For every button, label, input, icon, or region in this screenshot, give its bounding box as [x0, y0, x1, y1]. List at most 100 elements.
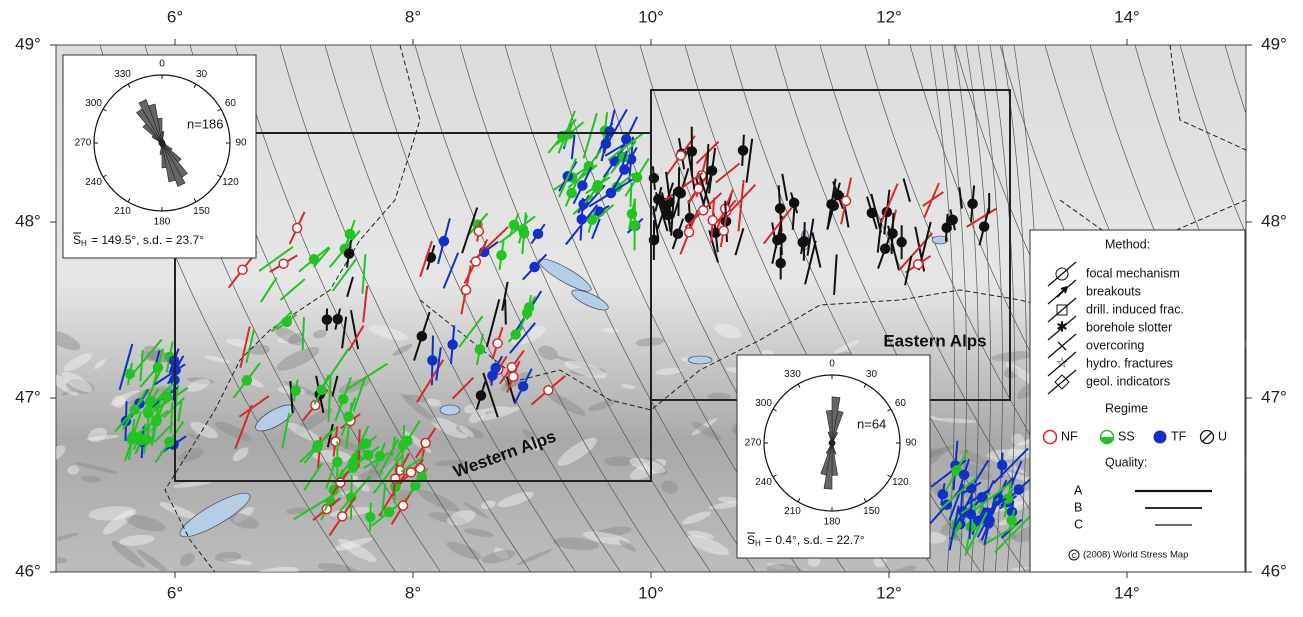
stress-symbol — [127, 435, 136, 444]
stress-symbol — [719, 226, 728, 235]
stress-symbol — [291, 386, 300, 395]
stress-symbol — [407, 468, 416, 477]
stress-symbol — [153, 363, 162, 372]
rose-direction: 270 — [745, 438, 762, 449]
stress-symbol — [462, 285, 471, 294]
rose-direction: 0 — [159, 59, 165, 70]
stress-symbol — [842, 196, 851, 205]
stress-symbol — [1007, 507, 1016, 516]
legend-item: borehole slotter — [1086, 320, 1172, 334]
stress-symbol — [345, 249, 354, 258]
stress-map: Eastern Alps Western Alps 03060901201501… — [0, 0, 1303, 612]
stress-symbol — [699, 206, 708, 215]
lon-label: 6° — [167, 7, 183, 26]
legend-item: SS — [1118, 429, 1135, 443]
stress-symbol — [567, 189, 576, 198]
stress-symbol — [142, 435, 151, 444]
regime-symbol — [1154, 431, 1167, 444]
lat-label: 46° — [15, 561, 41, 580]
stress-symbol — [673, 229, 682, 238]
stress-symbol — [385, 508, 394, 517]
legend-item: B — [1074, 500, 1082, 514]
rose-count: n=186 — [187, 116, 224, 131]
stress-symbol — [627, 209, 636, 218]
legend-item: breakouts — [1086, 284, 1141, 298]
stress-symbol — [162, 392, 171, 401]
legend-item: U — [1218, 429, 1227, 443]
rose-direction: 90 — [905, 438, 917, 449]
stress-symbol — [777, 234, 786, 243]
stress-indicator — [303, 317, 304, 350]
rose-direction: 300 — [85, 98, 102, 109]
rose-direction: 330 — [784, 369, 801, 380]
stress-symbol — [968, 199, 977, 208]
stress-symbol — [344, 412, 353, 421]
legend-item: NF — [1061, 429, 1078, 443]
rose-direction: 240 — [85, 177, 102, 188]
stress-indicator — [505, 299, 506, 324]
method-symbol: ☆ — [1056, 355, 1069, 371]
stress-symbol — [708, 166, 717, 175]
legend-item: overcoring — [1086, 338, 1144, 352]
rose-direction: 150 — [193, 206, 210, 217]
stress-symbol — [474, 227, 483, 236]
lon-label: 6° — [167, 583, 183, 602]
stress-symbol — [349, 458, 358, 467]
stress-symbol — [578, 181, 587, 190]
stress-symbol — [881, 244, 890, 253]
rose-direction: 180 — [154, 217, 171, 228]
stress-symbol — [317, 385, 326, 394]
legend-item: hydro. fractures — [1086, 356, 1173, 370]
stress-symbol — [980, 222, 989, 231]
stress-symbol — [520, 229, 529, 238]
lon-label: 10° — [638, 7, 664, 26]
method-symbol: ✱ — [1056, 319, 1068, 335]
stress-symbol — [601, 139, 610, 148]
stress-symbol — [790, 198, 799, 207]
stress-symbol — [867, 208, 876, 217]
stress-symbol — [966, 510, 975, 519]
stress-symbol — [476, 391, 485, 400]
rose-direction: 30 — [196, 69, 208, 80]
lat-label: 49° — [15, 34, 41, 53]
rose-direction: 240 — [755, 477, 772, 488]
rose-direction: 60 — [225, 98, 237, 109]
stress-symbol — [525, 303, 534, 312]
legend-title: Quality: — [1105, 455, 1147, 469]
stress-symbol — [888, 229, 897, 238]
stress-symbol — [685, 228, 694, 237]
stress-symbol — [313, 443, 322, 452]
stress-symbol — [338, 512, 347, 521]
stress-symbol — [829, 201, 838, 210]
stress-symbol — [345, 229, 354, 238]
stress-symbol — [664, 210, 673, 219]
stress-symbol — [1007, 516, 1016, 525]
stress-symbol — [948, 215, 957, 224]
stress-symbol — [676, 151, 685, 160]
lat-label: 46° — [1261, 561, 1287, 580]
rose-direction: 90 — [235, 138, 247, 149]
stress-symbol — [897, 238, 906, 247]
stress-symbol — [366, 513, 375, 522]
stress-symbol — [493, 339, 502, 348]
legend-item: focal mechanism — [1086, 266, 1180, 280]
copyright: (2008) World Stress Map — [1083, 550, 1188, 561]
stress-symbol — [519, 382, 528, 391]
rose-direction: 30 — [866, 369, 878, 380]
lake — [688, 356, 712, 364]
lake — [440, 405, 460, 415]
stress-symbol — [333, 457, 342, 466]
stress-symbol — [293, 223, 302, 232]
stress-symbol — [322, 315, 331, 324]
stress-symbol — [739, 146, 748, 155]
lat-label: 48° — [1261, 211, 1287, 230]
rose-direction: 210 — [114, 206, 131, 217]
lat-label: 48° — [15, 211, 41, 230]
stress-symbol — [530, 263, 539, 272]
stress-symbol — [411, 481, 420, 490]
stress-symbol — [497, 251, 506, 260]
rose-direction: 300 — [755, 398, 772, 409]
lon-label: 8° — [405, 583, 421, 602]
stress-symbol — [511, 330, 520, 339]
